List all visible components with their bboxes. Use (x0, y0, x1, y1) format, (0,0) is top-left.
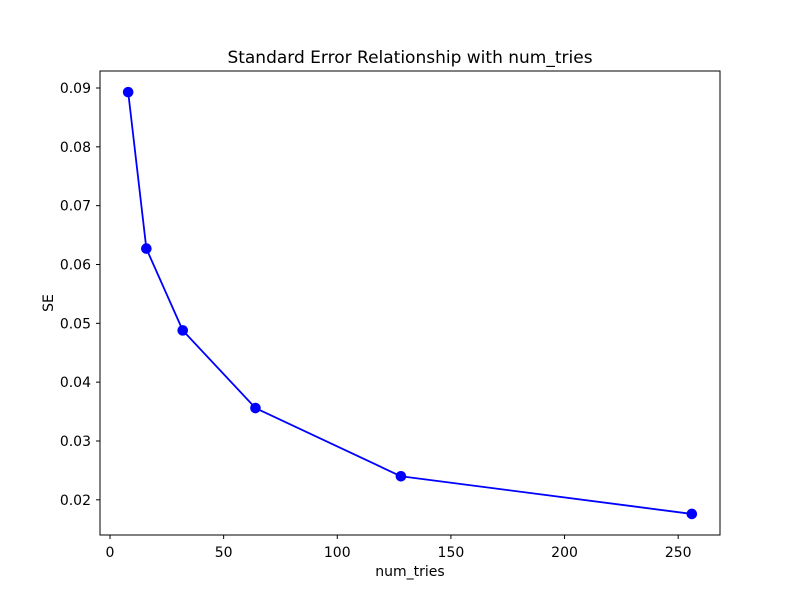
data-point-marker (395, 470, 407, 482)
chart-title: Standard Error Relationship with num_tri… (227, 48, 593, 68)
y-tick-label: 0.02 (60, 493, 91, 509)
data-point-marker (686, 508, 698, 520)
data-point-marker (122, 86, 134, 98)
y-tick-label: 0.04 (60, 375, 91, 391)
y-tick-label: 0.05 (60, 316, 91, 332)
y-tick-label: 0.09 (60, 81, 91, 97)
axes-spines (99, 70, 721, 536)
y-tick-label: 0.03 (60, 434, 91, 450)
y-tick-label: 0.08 (60, 140, 91, 156)
data-point-marker (250, 402, 261, 414)
x-tick-label: 250 (665, 545, 692, 561)
data-point-marker (141, 243, 152, 254)
y-tick-label: 0.07 (60, 199, 91, 215)
x-axis-label: num_tries (375, 564, 445, 580)
y-axis-label: SE (41, 294, 57, 312)
x-tick-label: 150 (438, 545, 465, 561)
y-tick-label: 0.06 (60, 257, 91, 273)
x-tick-label: 0 (106, 545, 115, 561)
data-point-marker (177, 325, 189, 336)
x-tick-label: 50 (215, 545, 233, 561)
series-line (127, 91, 693, 515)
x-tick-label: 100 (324, 545, 351, 561)
x-tick-label: 200 (551, 545, 578, 561)
